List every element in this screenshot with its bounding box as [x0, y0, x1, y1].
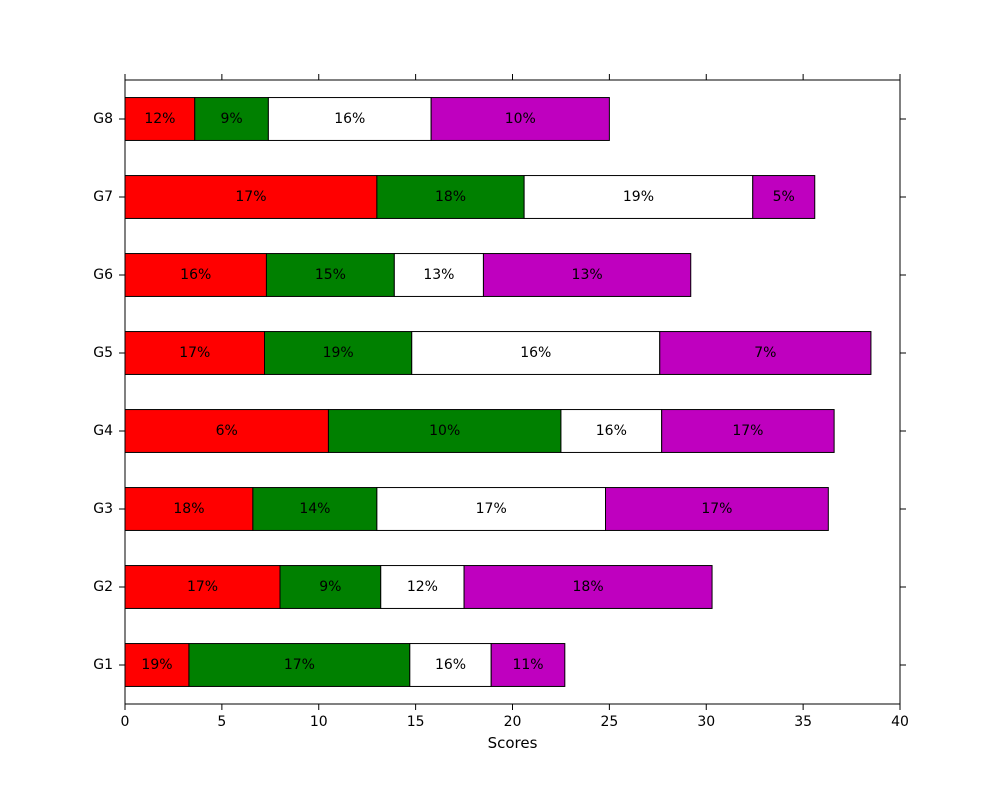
bar-segment-label: 16%	[520, 345, 551, 361]
bar-segment-label: 19%	[141, 657, 172, 673]
bar-segment-label: 17%	[732, 423, 763, 439]
bar-segment-label: 11%	[512, 657, 543, 673]
bar-segment-label: 10%	[429, 423, 460, 439]
x-tick-label: 0	[121, 714, 130, 730]
y-tick-label: G3	[93, 501, 113, 517]
y-tick-label: G4	[93, 423, 113, 439]
bar-segment-label: 13%	[423, 267, 454, 283]
x-tick-label: 15	[407, 714, 425, 730]
bar-segment-label: 19%	[323, 345, 354, 361]
bar-segment-label: 5%	[773, 189, 795, 205]
bar-segment-label: 16%	[334, 111, 365, 127]
x-tick-label: 10	[310, 714, 328, 730]
x-tick-label: 35	[794, 714, 812, 730]
bar-segment-label: 19%	[623, 189, 654, 205]
y-tick-label: G6	[93, 267, 113, 283]
bar-segment-label: 17%	[476, 501, 507, 517]
bar-segment-label: 12%	[407, 579, 438, 595]
x-tick-label: 40	[891, 714, 909, 730]
bar-segment-label: 18%	[173, 501, 204, 517]
x-tick-label: 25	[600, 714, 618, 730]
x-tick-label: 5	[217, 714, 226, 730]
bar-segment-label: 17%	[235, 189, 266, 205]
y-tick-label: G8	[93, 111, 113, 127]
bar-segment-label: 7%	[754, 345, 776, 361]
bar-segment-label: 12%	[144, 111, 175, 127]
stacked-horizontal-bar-chart: 0 5 10 15 20 25 30 35 40 G1 G2 G3 G4 G5 G6 G7 G8 19% 17%…	[0, 0, 1000, 800]
y-tick-label: G1	[93, 657, 113, 673]
bar-segment-label: 15%	[315, 267, 346, 283]
bar-segment-label: 9%	[319, 579, 341, 595]
bar-segment-label: 17%	[179, 345, 210, 361]
bar-segment-label: 6%	[216, 423, 238, 439]
y-tick-label: G5	[93, 345, 113, 361]
bar-segment-label: 16%	[435, 657, 466, 673]
bar-segment-label: 13%	[572, 267, 603, 283]
x-tick-label: 30	[697, 714, 715, 730]
bar-segment-label: 17%	[284, 657, 315, 673]
bar-segment-label: 14%	[299, 501, 330, 517]
x-tick-label: 20	[504, 714, 522, 730]
y-tick-label: G2	[93, 579, 113, 595]
bar-segment-label: 18%	[435, 189, 466, 205]
bar-segment-label: 18%	[573, 579, 604, 595]
x-axis-label: Scores	[488, 734, 538, 752]
bar-segment-label: 9%	[220, 111, 242, 127]
y-tick-label: G7	[93, 189, 113, 205]
bar-segment-label: 17%	[187, 579, 218, 595]
bar-segment-label: 17%	[701, 501, 732, 517]
bar-segment-label: 10%	[505, 111, 536, 127]
bar-segment-label: 16%	[180, 267, 211, 283]
bar-segment-label: 16%	[596, 423, 627, 439]
